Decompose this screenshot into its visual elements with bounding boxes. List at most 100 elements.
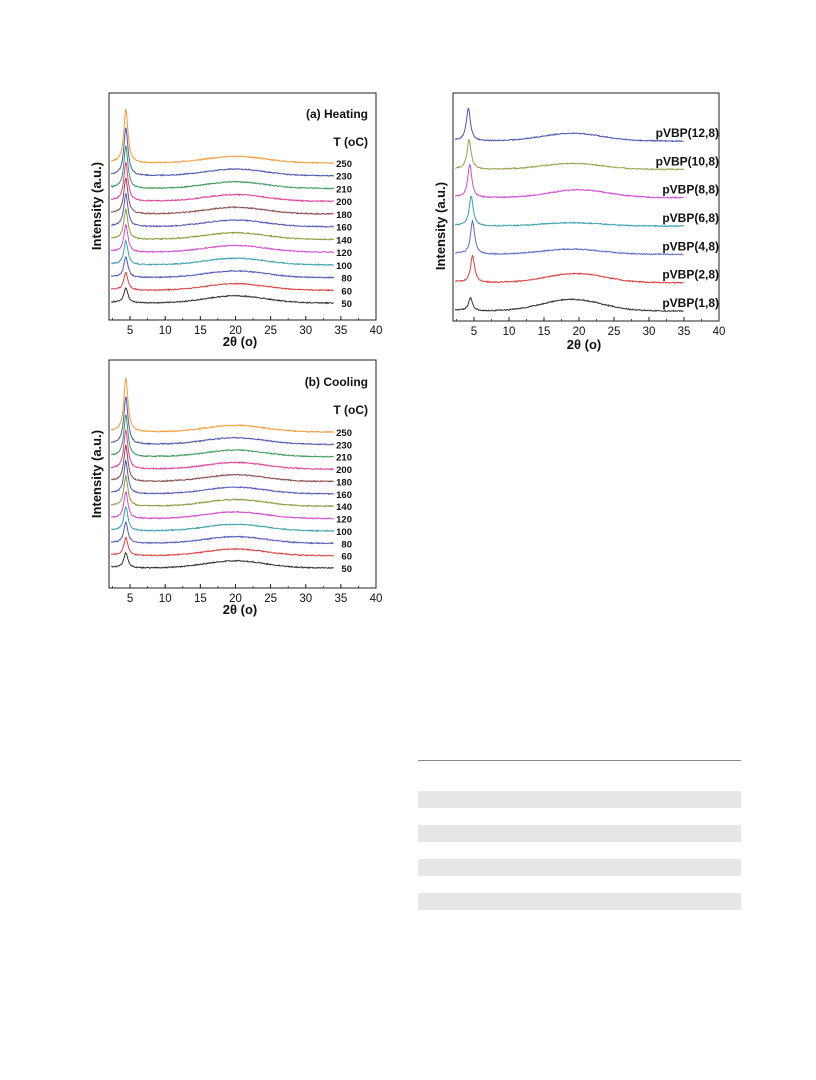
table-row — [418, 808, 741, 825]
series-label: 120 — [336, 515, 352, 526]
series-label: 60 — [341, 552, 352, 563]
series-label: 210 — [336, 184, 352, 195]
x-axis-label: 2θ (o) — [223, 602, 257, 617]
series-line — [110, 506, 335, 533]
series-line — [454, 254, 684, 284]
series-line — [454, 296, 684, 313]
series-line — [110, 444, 334, 483]
series-line — [455, 219, 684, 256]
chart-title: (b) Cooling — [305, 375, 368, 389]
series-label: pVBP(6,8) — [662, 211, 719, 225]
x-tick-label: 25 — [264, 593, 277, 605]
table-row — [418, 842, 741, 859]
table-row — [418, 761, 741, 791]
series-line — [110, 395, 334, 446]
series-line — [110, 144, 334, 190]
series-label: 180 — [336, 477, 352, 488]
x-tick-label: 25 — [608, 326, 621, 338]
series-line — [110, 377, 334, 434]
x-tick-label: 15 — [538, 326, 551, 338]
series-label: 100 — [336, 527, 352, 538]
series-label: 250 — [336, 159, 352, 170]
y-axis-label: Intensity (a.u.) — [433, 182, 448, 270]
table-placeholder — [418, 760, 741, 910]
series-line — [111, 108, 334, 165]
x-tick-label: 30 — [299, 593, 312, 605]
series-label: 230 — [336, 172, 352, 183]
series-label: pVBP(8,8) — [662, 183, 719, 197]
series-line — [111, 207, 335, 241]
series-label: 50 — [341, 299, 352, 310]
series-line — [110, 521, 334, 545]
series-label: pVBP(4,8) — [662, 239, 719, 253]
series-line — [110, 177, 334, 216]
series-line — [454, 107, 684, 143]
series-label: 200 — [336, 197, 352, 208]
series-line — [110, 536, 334, 557]
plot-frame — [108, 359, 377, 589]
series-line — [110, 127, 335, 177]
x-tick-label: 35 — [678, 326, 691, 338]
x-tick-label: 10 — [503, 326, 516, 338]
series-line — [110, 256, 335, 279]
x-tick-label: 30 — [643, 326, 656, 338]
series-line — [111, 414, 335, 458]
x-axis-label: 2θ (o) — [567, 337, 601, 352]
series-label: 160 — [336, 490, 352, 501]
series-label: pVBP(2,8) — [662, 268, 719, 282]
series-label: 180 — [336, 210, 352, 221]
series-line — [110, 287, 334, 305]
series-line — [110, 491, 335, 520]
x-tick-label: 5 — [127, 325, 133, 337]
y-axis-label: Intensity (a.u.) — [89, 162, 104, 250]
legend-title: T (oC) — [333, 135, 368, 149]
series-line — [111, 161, 334, 203]
series-label: 140 — [336, 235, 352, 246]
series-label: 120 — [336, 248, 352, 259]
y-axis-label: Intensity (a.u.) — [89, 430, 104, 518]
series-label: 140 — [336, 502, 352, 513]
x-tick-label: 20 — [573, 326, 586, 338]
x-tick-label: 40 — [370, 325, 383, 337]
series-line — [454, 163, 684, 200]
x-tick-label: 25 — [264, 325, 277, 337]
series-line — [111, 551, 334, 570]
series-label: 50 — [341, 564, 352, 575]
series-label: 210 — [336, 453, 352, 464]
legend-title: T (oC) — [333, 403, 368, 417]
series-label: pVBP(10,8) — [656, 154, 719, 168]
x-tick-label: 10 — [159, 593, 172, 605]
x-tick-label: 10 — [159, 325, 172, 337]
series-line — [454, 195, 684, 228]
series-line — [111, 458, 334, 496]
plot-frame — [452, 92, 720, 322]
series-label: 230 — [336, 440, 352, 451]
plot-frame — [108, 92, 377, 321]
series-label: 80 — [341, 539, 352, 550]
series-label: 200 — [336, 465, 352, 476]
table-row — [418, 893, 741, 910]
x-tick-label: 20 — [229, 325, 242, 337]
table-row — [418, 791, 741, 808]
table-top-rule — [418, 760, 741, 761]
series-label: 250 — [336, 428, 352, 439]
x-tick-label: 5 — [471, 326, 477, 338]
series-label: pVBP(12,8) — [656, 126, 719, 140]
series-line — [110, 474, 334, 508]
x-tick-label: 15 — [194, 593, 207, 605]
chart-title: (a) Heating — [306, 107, 368, 121]
table-row — [418, 859, 741, 876]
x-tick-label: 35 — [334, 325, 347, 337]
x-axis-label: 2θ (o) — [223, 334, 257, 349]
table-row — [418, 825, 741, 842]
chart-pvbp-series: pVBP(12,8) pVBP(10,8) pVBP(8,8) pVBP(6,8) pV… — [433, 92, 725, 352]
series-label: 100 — [336, 261, 352, 272]
x-tick-label: 40 — [370, 593, 383, 605]
x-tick-label: 30 — [299, 325, 312, 337]
series-label: 80 — [341, 274, 352, 285]
x-tick-label: 15 — [194, 325, 207, 337]
x-tick-label: 20 — [229, 593, 242, 605]
series-line — [110, 238, 334, 266]
